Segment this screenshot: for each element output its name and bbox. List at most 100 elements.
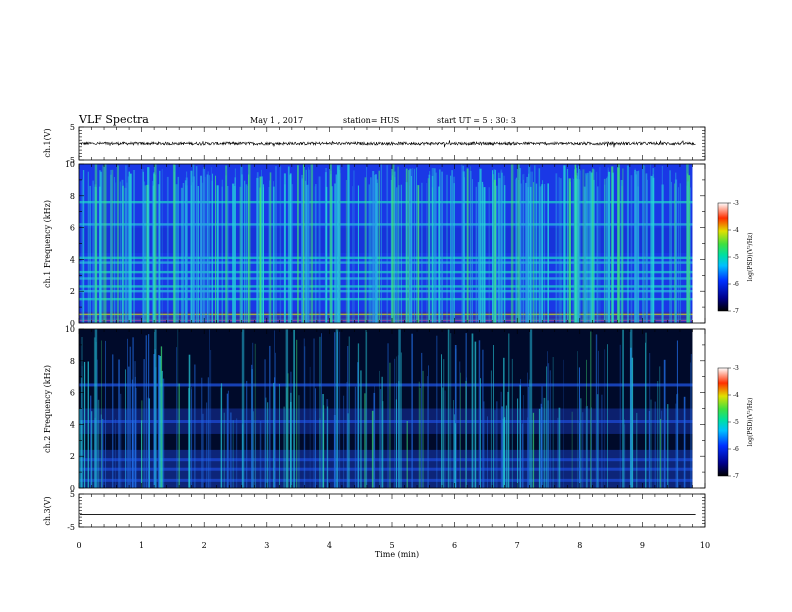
sferic-stripe [259, 187, 261, 323]
sferic-stripe [365, 330, 368, 488]
sferic-stripe [421, 352, 423, 488]
sferic-stripe [645, 332, 647, 488]
bright-cluster [94, 329, 98, 488]
y-tick-label: 5 [70, 123, 75, 132]
sferic-stripe [530, 171, 533, 323]
sferic-stripe [206, 402, 208, 488]
ch2-colorbar-gradient [717, 367, 729, 477]
x-tick-label: 10 [700, 541, 710, 550]
sferic-stripe [144, 181, 145, 323]
sferic-stripe [115, 182, 117, 323]
sferic-stripe [120, 393, 122, 488]
sferic-stripe [443, 359, 445, 488]
y-tick-label: 4 [70, 255, 75, 264]
sferic-stripe [145, 335, 147, 488]
bright-cluster [285, 329, 289, 488]
sferic-stripe [652, 177, 655, 323]
sferic-stripe [676, 340, 678, 488]
sferic-stripe [274, 377, 276, 488]
sferic-stripe [576, 175, 579, 323]
sferic-stripe [379, 389, 382, 488]
sferic-stripe [427, 178, 430, 323]
sferic-stripe [572, 177, 574, 323]
sferic-stripe [549, 370, 551, 488]
sferic-stripe [244, 180, 246, 323]
panel-frame [78, 328, 706, 489]
sferic-stripe [100, 171, 102, 323]
sferic-stripe [528, 386, 530, 488]
sferic-stripe [606, 178, 608, 323]
sferic-stripe [586, 175, 587, 323]
sferic-stripe [621, 185, 623, 323]
sferic-stripe [272, 186, 275, 323]
sferic-stripe [338, 165, 341, 323]
sferic-stripe [405, 168, 408, 323]
x-axis: 0 1 2 3 4 5 6 7 8 9 10 [76, 541, 710, 550]
sferic-stripe [480, 378, 481, 488]
sferic-stripe [175, 184, 178, 323]
sferic-stripe [487, 416, 488, 488]
ch1-waveform-line [79, 140, 696, 148]
frequency-band [79, 270, 693, 274]
sferic-stripe [438, 186, 440, 323]
sferic-stripe [661, 165, 663, 323]
sferic-stripe [678, 187, 679, 323]
sferic-stripe [348, 336, 350, 488]
y-tick-label: 8 [70, 357, 75, 366]
sferic-stripe [386, 165, 389, 323]
sferic-stripe [216, 185, 219, 323]
sferic-stripe [475, 186, 477, 323]
sferic-stripe [494, 179, 496, 323]
sferic-stripe [387, 343, 389, 488]
sferic-stripe [411, 176, 412, 323]
sferic-stripe [450, 333, 452, 488]
ch1-spectrogram-panel: 0 2 4 6 8 10 [65, 160, 706, 328]
sferic-stripe [227, 186, 229, 323]
sferic-stripe [652, 168, 655, 323]
sferic-stripe [547, 363, 550, 488]
sferic-stripe [442, 387, 444, 488]
sferic-stripe [412, 167, 414, 323]
y-tick-label: 2 [70, 452, 75, 461]
sferic-stripe [357, 185, 359, 323]
sferic-stripe [147, 167, 150, 323]
sferic-stripe [337, 166, 340, 323]
sferic-stripe [210, 350, 212, 488]
sferic-stripe [371, 410, 374, 488]
ch1-waveform-panel: 5 -5 [67, 123, 706, 165]
sferic-stripe [98, 186, 101, 323]
sferic-stripe [177, 329, 179, 488]
sferic-stripe [191, 389, 192, 488]
sferic-stripe [451, 170, 453, 323]
sferic-stripe [590, 172, 593, 323]
sferic-stripe [444, 390, 446, 488]
colorbar-tick-label: -4 [733, 227, 739, 234]
sferic-stripe [283, 173, 286, 323]
sferic-stripe [515, 177, 518, 323]
sferic-stripe [378, 170, 380, 323]
sferic-stripe [114, 177, 115, 323]
sferic-stripe [483, 187, 486, 323]
sferic-stripe [327, 406, 329, 488]
colorbar-tick-label: -6 [733, 446, 739, 453]
sferic-stripe [466, 168, 469, 323]
sferic-stripe [135, 387, 137, 488]
sferic-stripe [306, 184, 308, 323]
sferic-stripe [582, 169, 585, 323]
sferic-stripe [474, 341, 477, 488]
sferic-stripe [465, 380, 467, 488]
sferic-stripe [436, 335, 438, 488]
sferic-stripe [176, 347, 177, 488]
sferic-stripe [381, 376, 383, 488]
sferic-stripe [690, 187, 691, 323]
sferic-stripe [624, 424, 626, 488]
sferic-stripe [92, 180, 94, 323]
sferic-stripe [307, 184, 309, 323]
mid-band [79, 408, 693, 434]
sferic-stripe [591, 168, 594, 323]
sferic-stripe [376, 182, 378, 323]
sferic-stripe [604, 179, 606, 323]
sferic-stripe [303, 338, 305, 488]
sferic-stripe [133, 170, 135, 323]
sferic-stripe [446, 174, 448, 323]
